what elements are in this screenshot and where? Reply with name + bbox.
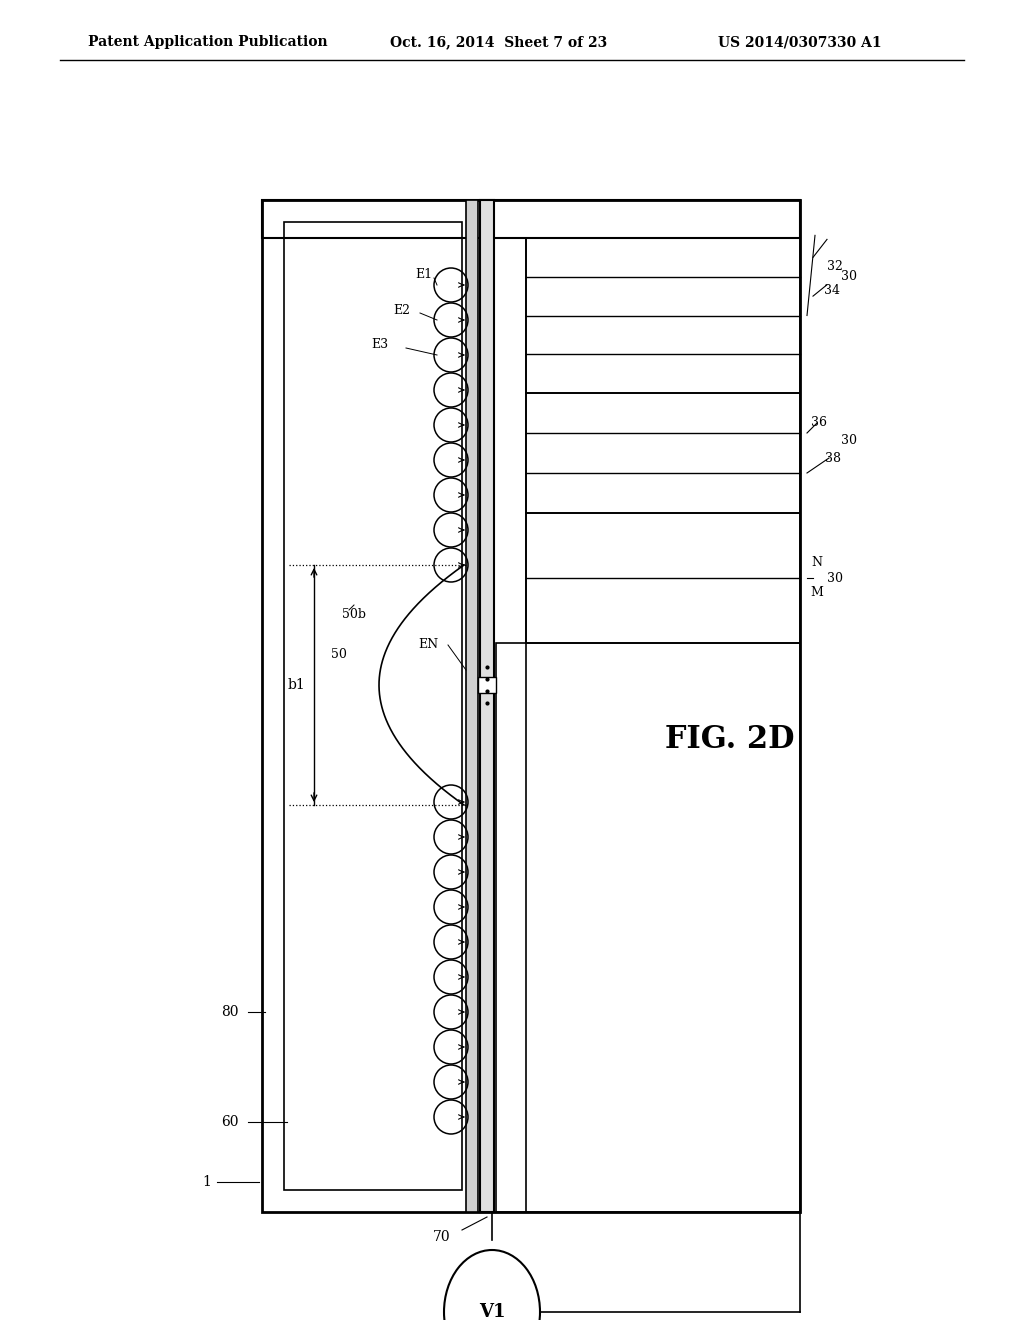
Text: 36: 36 [811,417,827,429]
Text: 50b: 50b [342,609,366,622]
Bar [526,238,800,393]
Bar [478,677,496,693]
Bar [284,222,462,1191]
Text: 1: 1 [203,1175,211,1189]
Bar [262,201,800,238]
Text: US 2014/0307330 A1: US 2014/0307330 A1 [718,36,882,49]
Text: 30: 30 [841,269,857,282]
Text: 70: 70 [433,1230,451,1243]
Text: b1: b1 [287,678,305,692]
Text: E1: E1 [416,268,432,281]
Bar [466,201,478,1212]
Text: 30: 30 [841,434,857,447]
Text: Patent Application Publication: Patent Application Publication [88,36,328,49]
Text: 50: 50 [331,648,347,661]
Text: 30: 30 [827,572,843,585]
Bar [496,643,800,1212]
Bar [526,393,800,513]
Text: E2: E2 [393,304,411,317]
Text: 34: 34 [824,284,840,297]
Bar [480,201,494,1212]
Text: 38: 38 [825,451,841,465]
Bar [526,513,800,643]
Text: Oct. 16, 2014  Sheet 7 of 23: Oct. 16, 2014 Sheet 7 of 23 [390,36,607,49]
Text: EN: EN [418,639,438,652]
Text: FIG. 2D: FIG. 2D [666,725,795,755]
Text: 32: 32 [827,260,843,272]
Text: V1: V1 [479,1303,505,1320]
Text: 60: 60 [221,1115,239,1129]
Text: M: M [811,586,823,599]
Text: E3: E3 [372,338,388,351]
Text: N: N [811,557,822,569]
Text: 80: 80 [221,1005,239,1019]
Bar [262,201,800,1212]
